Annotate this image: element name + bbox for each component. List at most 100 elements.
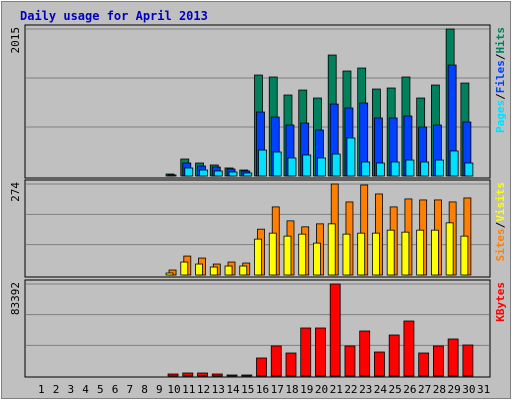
x-tick-label: 5 xyxy=(97,383,104,396)
x-tick-label: 31 xyxy=(477,383,490,396)
bar xyxy=(372,232,380,276)
x-tick-label: 16 xyxy=(256,383,269,396)
bar xyxy=(376,162,385,177)
x-tick-label: 11 xyxy=(182,383,195,396)
legend-separator: / xyxy=(494,93,507,100)
legend-entry: KBytes xyxy=(494,282,507,322)
bar xyxy=(182,372,194,377)
bar xyxy=(346,137,356,177)
bar xyxy=(433,345,444,377)
bar xyxy=(460,235,469,276)
bar xyxy=(403,320,415,377)
bar xyxy=(401,231,410,276)
x-tick-label: 19 xyxy=(300,383,313,396)
legend: Pages/Files/Hits xyxy=(494,27,507,133)
bar xyxy=(435,159,444,177)
bar xyxy=(386,229,395,276)
bar xyxy=(241,374,253,377)
x-tick-label: 28 xyxy=(433,383,446,396)
bar xyxy=(180,261,189,276)
bar xyxy=(211,373,223,377)
legend-separator: / xyxy=(494,53,507,60)
bar xyxy=(374,351,385,377)
bar xyxy=(390,161,400,177)
x-tick-label: 7 xyxy=(127,383,134,396)
bar xyxy=(298,233,307,276)
x-tick-label: 23 xyxy=(359,383,372,396)
bar xyxy=(313,242,321,276)
x-tick-label: 1 xyxy=(38,383,45,396)
bar xyxy=(342,233,351,276)
x-tick-label: 22 xyxy=(344,383,357,396)
bar xyxy=(285,352,297,377)
x-tick-label: 24 xyxy=(374,383,388,396)
bar xyxy=(165,272,174,276)
bar xyxy=(420,161,430,177)
bar xyxy=(272,151,282,177)
legend-entry: Files xyxy=(494,60,507,93)
bar xyxy=(331,153,341,177)
legend-entry: Pages xyxy=(494,100,507,133)
x-tick-label: 10 xyxy=(167,383,180,396)
bar xyxy=(213,170,223,177)
legend: KBytes xyxy=(494,282,507,322)
x-tick-label: 2 xyxy=(53,383,60,396)
bar xyxy=(239,265,248,276)
bar xyxy=(197,372,208,377)
x-tick-label: 30 xyxy=(462,383,475,396)
bar xyxy=(302,154,312,177)
bar xyxy=(361,161,371,177)
bar xyxy=(195,263,203,276)
bar xyxy=(224,265,233,276)
bar xyxy=(464,162,474,177)
x-tick-label: 9 xyxy=(156,383,163,396)
x-tick-label: 6 xyxy=(112,383,119,396)
legend-separator: / xyxy=(494,221,507,228)
bar xyxy=(431,229,439,276)
bar xyxy=(226,374,238,377)
bar xyxy=(416,229,425,276)
bar xyxy=(447,338,459,377)
bar xyxy=(418,352,430,377)
bar xyxy=(329,283,341,377)
x-tick-label: 8 xyxy=(141,383,148,396)
x-tick-label: 3 xyxy=(68,383,75,396)
bar xyxy=(327,223,336,276)
legend-entry: Hits xyxy=(494,27,507,54)
bar xyxy=(243,172,253,177)
bar xyxy=(167,373,179,377)
bar xyxy=(315,327,326,377)
x-tick-label: 13 xyxy=(212,383,225,396)
bar xyxy=(388,334,400,377)
bar xyxy=(287,157,297,177)
x-tick-label: 17 xyxy=(271,383,284,396)
x-tick-label: 12 xyxy=(197,383,210,396)
bar xyxy=(359,330,371,377)
bar xyxy=(357,232,366,276)
bar xyxy=(317,157,326,177)
x-tick-label: 4 xyxy=(82,383,89,396)
x-tick-label: 25 xyxy=(389,383,402,396)
x-tick-label: 18 xyxy=(285,383,298,396)
bar xyxy=(283,235,292,276)
x-tick-label: 14 xyxy=(226,383,240,396)
bar xyxy=(449,150,459,177)
bar xyxy=(209,266,218,276)
y-tick-label: 274 xyxy=(9,182,22,202)
bar xyxy=(405,159,415,177)
legend: Sites/Visits xyxy=(494,182,507,262)
legend-entry: Visits xyxy=(494,182,507,222)
x-tick-label: 21 xyxy=(330,383,343,396)
bar xyxy=(228,171,238,177)
bar xyxy=(254,238,262,276)
bar xyxy=(258,149,267,177)
bar xyxy=(256,357,267,377)
y-tick-label: 2015 xyxy=(9,27,22,54)
bar xyxy=(184,167,194,177)
bar xyxy=(462,344,474,377)
bar xyxy=(268,232,277,276)
bar xyxy=(300,327,312,377)
x-tick-label: 15 xyxy=(241,383,254,396)
x-tick-label: 20 xyxy=(315,383,328,396)
